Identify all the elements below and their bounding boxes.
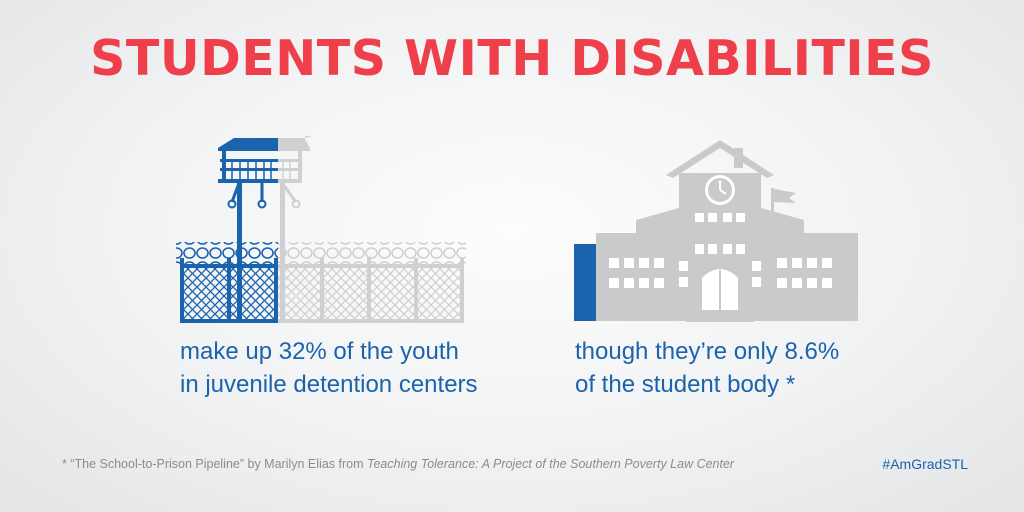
right-stat-line-2: of the student body *	[575, 371, 796, 398]
left-stat-text: make up 32% of the youth in juvenile det…	[180, 335, 478, 401]
right-stat-line-1: though they’re only 8.6%	[575, 338, 840, 365]
school-building-icon	[574, 140, 858, 322]
prison-illustration	[170, 134, 470, 331]
hashtag-link[interactable]: #AmGradSTL	[882, 456, 968, 472]
school-illustration	[574, 140, 864, 330]
source-footnote: * “The School-to-Prison Pipeline” by Mar…	[62, 457, 734, 471]
footnote-prefix: * “The School-to-Prison Pipeline” by Mar…	[62, 457, 367, 471]
left-stat-line-2: in juvenile detention centers	[180, 371, 478, 398]
left-stat-line-1: make up 32% of the youth	[180, 338, 459, 365]
prison-watchtower-fence-icon	[176, 136, 466, 323]
page-title: STUDENTS WITH DISABILITIES	[90, 30, 934, 87]
footnote-source: Teaching Tolerance: A Project of the Sou…	[366, 457, 735, 471]
right-stat-text: though they’re only 8.6% of the student …	[575, 335, 839, 401]
